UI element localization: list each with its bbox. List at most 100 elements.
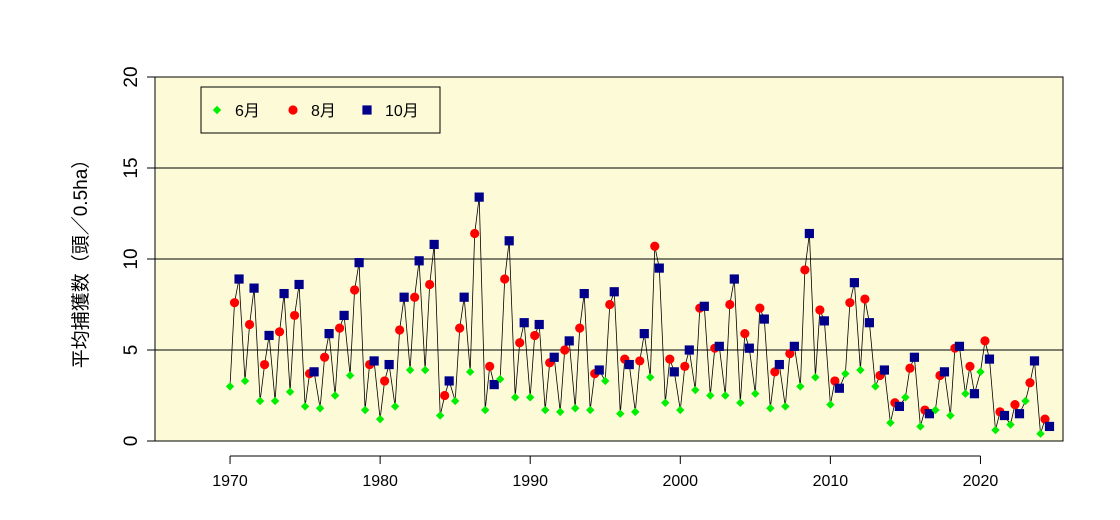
data-point <box>380 376 390 386</box>
x-tick-label-2010: 2010 <box>813 473 849 490</box>
data-point <box>639 329 649 339</box>
y-tick-label-10: 10 <box>121 248 142 269</box>
data-point <box>785 349 795 359</box>
data-point <box>905 363 915 373</box>
data-point <box>575 323 585 333</box>
data-point <box>526 393 535 402</box>
data-point <box>721 391 730 400</box>
data-point <box>440 390 450 401</box>
y-axis: 0 5 10 15 20 <box>121 66 155 446</box>
x-tick-label-1970: 1970 <box>212 473 248 490</box>
data-point <box>676 405 685 415</box>
data-point <box>229 298 240 308</box>
data-point <box>289 310 300 321</box>
data-point <box>609 287 619 297</box>
data-point <box>571 404 580 413</box>
data-point <box>541 405 550 415</box>
data-point <box>1014 409 1025 419</box>
data-point <box>706 391 715 400</box>
data-point <box>279 288 289 299</box>
data-point <box>969 389 980 399</box>
data-point <box>924 409 935 419</box>
data-point <box>691 385 700 395</box>
data-point <box>459 292 469 302</box>
data-point <box>586 405 595 415</box>
data-point <box>390 402 400 411</box>
data-point <box>534 319 544 330</box>
data-point <box>665 354 675 364</box>
data-point <box>410 292 420 302</box>
data-point <box>796 382 805 391</box>
data-point <box>984 354 995 364</box>
data-point <box>530 330 540 341</box>
data-point <box>845 298 855 308</box>
data-point <box>751 389 760 398</box>
legend-marker-1 <box>288 105 298 115</box>
data-point <box>339 310 349 321</box>
data-point <box>804 228 814 239</box>
data-point <box>249 283 259 293</box>
data-point <box>759 314 769 324</box>
data-point <box>684 345 694 355</box>
data-point <box>375 414 385 424</box>
data-point <box>654 263 664 273</box>
data-point <box>879 365 890 375</box>
data-point <box>315 404 325 413</box>
data-point <box>399 292 409 302</box>
data-point <box>901 393 910 402</box>
x-axis: 1970 1980 1990 2000 2010 2020 <box>212 455 998 490</box>
data-point <box>646 373 655 382</box>
series-markers <box>225 192 1055 438</box>
data-point <box>976 367 985 377</box>
data-point <box>240 376 250 386</box>
data-point <box>714 341 724 351</box>
data-point <box>264 330 274 341</box>
data-point <box>556 407 565 417</box>
data-point <box>485 361 495 371</box>
data-point <box>819 316 829 326</box>
data-point <box>294 279 304 290</box>
data-point <box>800 265 810 275</box>
data-point <box>470 228 480 239</box>
data-point <box>830 376 840 386</box>
data-point <box>601 376 610 386</box>
data-point <box>354 258 364 268</box>
data-point <box>369 356 379 366</box>
data-point <box>500 274 510 284</box>
data-point <box>1029 356 1040 366</box>
data-point <box>991 425 1000 435</box>
data-point <box>395 325 405 335</box>
data-point <box>755 303 765 313</box>
data-point <box>729 274 739 284</box>
x-tick-label-2000: 2000 <box>662 473 698 490</box>
data-point <box>871 382 880 391</box>
data-point <box>300 402 310 411</box>
data-point <box>725 299 735 310</box>
data-point <box>309 367 319 377</box>
data-point <box>669 367 679 377</box>
data-point <box>624 359 634 370</box>
data-point <box>740 329 750 339</box>
data-point <box>916 422 925 431</box>
data-point <box>650 241 660 251</box>
data-point <box>330 391 340 400</box>
legend-label-0: 6月 <box>235 103 260 120</box>
data-point <box>360 405 370 415</box>
data-point <box>736 398 745 407</box>
data-point <box>894 401 905 412</box>
data-point <box>1040 414 1050 424</box>
data-point <box>954 341 965 351</box>
data-point <box>1044 421 1055 432</box>
data-point <box>860 294 870 304</box>
data-point <box>270 396 280 406</box>
data-point <box>350 285 360 295</box>
data-point <box>886 418 895 427</box>
y-tick-label-5: 5 <box>121 345 142 356</box>
data-point <box>946 411 955 420</box>
data-point <box>324 329 334 339</box>
data-point <box>429 239 439 250</box>
data-point <box>519 318 529 328</box>
data-point <box>495 374 505 384</box>
data-point <box>961 389 970 398</box>
